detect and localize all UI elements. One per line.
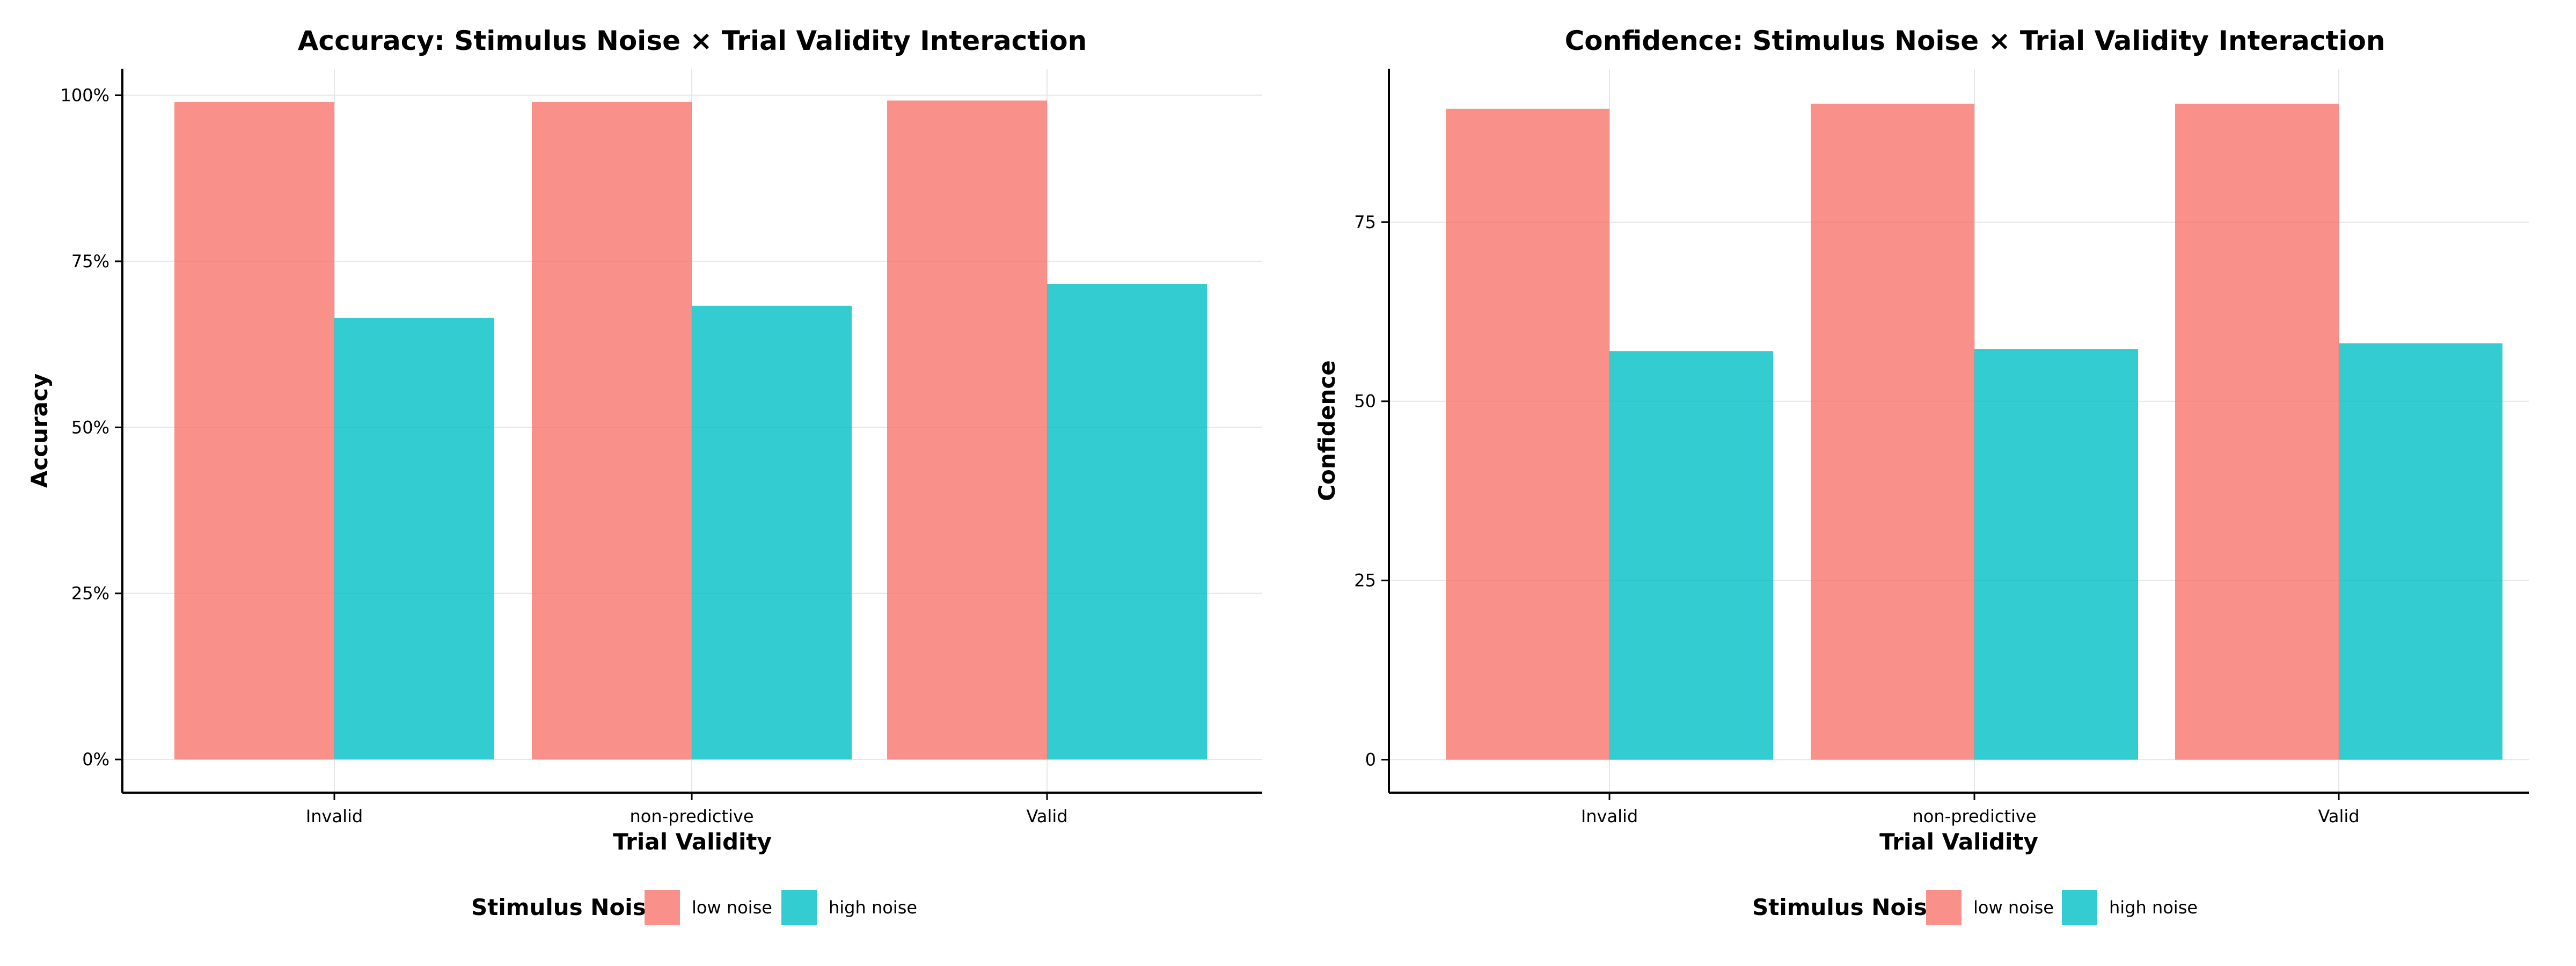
panel1-y-axis-title: Accuracy [26, 374, 53, 488]
panel2-x-tick-label: Invalid [1581, 806, 1638, 826]
panel2-chart-title: Confidence: Stimulus Noise × Trial Valid… [1565, 25, 2385, 56]
panel2-bar-high-noise [2339, 343, 2502, 760]
panel1-bar-high-noise [334, 318, 494, 760]
panel2-y-tick-label: 25 [1354, 570, 1376, 591]
panel2-y-tick-label: 0 [1365, 750, 1376, 770]
panel2-x-axis-title: Trial Validity [1879, 829, 2038, 855]
panel2-legend-title: Stimulus Nois [1752, 894, 1927, 920]
panel1-y-tick-label: 0% [82, 749, 109, 770]
panel1-legend-swatch-high-noise [781, 890, 817, 925]
panel2-legend-swatch-low-noise [1926, 890, 1962, 925]
panel1-y-tick-label: 25% [71, 583, 109, 604]
panel1-x-tick-label: non-predictive [630, 806, 754, 826]
panel1-y-tick-label: 75% [71, 251, 109, 272]
panel1-legend-title: Stimulus Nois [471, 894, 646, 920]
panel2-x-tick-label: non-predictive [1913, 806, 2037, 826]
panel1-x-tick-label: Invalid [306, 806, 363, 826]
panel1-bar-low-noise [174, 101, 334, 760]
panel1-bar-low-noise [532, 101, 692, 760]
panel1-y-tick-label: 100% [61, 85, 109, 106]
panel1-bar-low-noise [887, 100, 1047, 760]
panel2-legend-label-high-noise: high noise [2109, 897, 2198, 918]
panel1-bar-high-noise [1047, 283, 1207, 760]
panel2-legend-label-low-noise: low noise [1973, 897, 2054, 918]
panel2-bar-low-noise [1446, 108, 1609, 760]
panel2-bar-high-noise [1609, 351, 1773, 760]
panel1-bar-high-noise [692, 305, 852, 760]
panel2-bar-low-noise [2175, 104, 2339, 760]
panel2-y-tick-label: 50 [1354, 391, 1376, 412]
panel2-bar-low-noise [1811, 104, 1974, 760]
panel1-y-tick-label: 50% [71, 417, 109, 437]
panel2-y-tick-label: 75 [1354, 212, 1376, 232]
panel2-bar-high-noise [1974, 349, 2138, 760]
panel1-x-axis-title: Trial Validity [613, 829, 772, 855]
panel2-x-tick-label: Valid [2318, 806, 2359, 826]
panel2-legend-swatch-high-noise [2062, 890, 2097, 925]
panel1-x-tick-label: Valid [1026, 806, 1067, 826]
panel2-y-axis-title: Confidence [1314, 360, 1340, 501]
panel1-chart-title: Accuracy: Stimulus Noise × Trial Validit… [298, 25, 1087, 56]
panel1-legend-swatch-low-noise [645, 890, 680, 925]
panel1-legend-label-low-noise: low noise [692, 897, 772, 918]
panel1-legend-label-high-noise: high noise [829, 897, 917, 918]
